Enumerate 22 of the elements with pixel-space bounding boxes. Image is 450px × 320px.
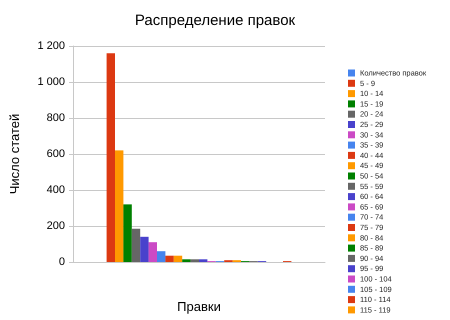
- y-tick-label: 200: [46, 220, 65, 232]
- y-tick-label: 600: [46, 148, 65, 160]
- bar: [148, 242, 157, 262]
- bar: [165, 256, 174, 262]
- bar: [157, 251, 166, 262]
- bar: [182, 259, 191, 262]
- bar: [106, 53, 115, 262]
- bar: [123, 204, 132, 262]
- x-axis-title: Правки: [177, 299, 221, 314]
- y-axis-title: Число статей: [7, 114, 22, 194]
- bar: [132, 228, 140, 262]
- y-tick-label: 1 000: [37, 76, 65, 88]
- bar: [174, 256, 182, 262]
- y-tick-label: 400: [46, 184, 65, 196]
- bar: [115, 150, 124, 262]
- y-tick-label: 800: [46, 112, 65, 124]
- bar: [140, 236, 149, 262]
- y-tick-label: 1 200: [37, 40, 65, 52]
- y-tick-label: 0: [58, 256, 65, 268]
- bar: [199, 259, 208, 262]
- chart-title: Распределение правок: [134, 12, 296, 29]
- bar: [190, 259, 199, 262]
